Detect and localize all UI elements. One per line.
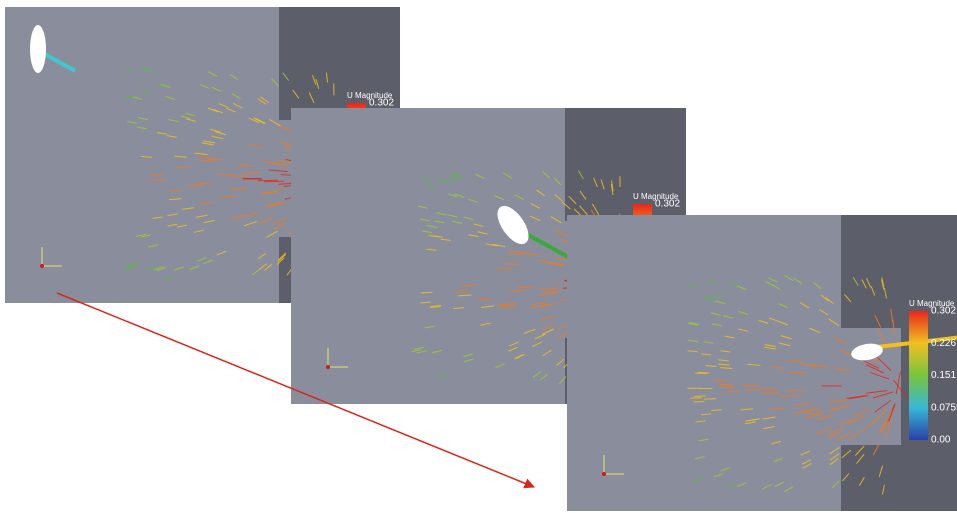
colorbar-tick-label: 0.302 — [655, 199, 680, 210]
axis-origin — [602, 472, 606, 476]
colorbar-tick-label: 0.00 — [931, 435, 951, 446]
velocity-glyph — [455, 291, 469, 292]
colorbar — [909, 311, 928, 440]
colorbar-tick-label: 0.302 — [369, 98, 394, 109]
colorbar-tick-label: 0.226 — [931, 338, 956, 349]
velocity-glyph — [176, 167, 190, 168]
axis-origin — [40, 264, 44, 268]
colorbar-tick-label: 0.0755 — [931, 402, 957, 413]
colorbar-tick-label: 0.302 — [931, 306, 956, 317]
colorbar-tick-label: 0.151 — [931, 370, 956, 381]
rotor-disk — [30, 25, 46, 73]
velocity-glyph — [169, 191, 182, 192]
velocity-glyph — [264, 181, 284, 182]
figure: U Magnitude0.3020.2260.1510.07550.00U Ma… — [0, 0, 957, 513]
velocity-glyph — [695, 373, 706, 374]
axis-origin — [326, 365, 330, 369]
panel-content: U Magnitude0.3020.2260.1510.07550.00 — [567, 215, 957, 511]
wall-bottom — [841, 445, 957, 511]
viewport-panel: U Magnitude0.3020.2260.1510.07550.00 — [567, 215, 957, 511]
velocity-glyph — [693, 401, 704, 402]
